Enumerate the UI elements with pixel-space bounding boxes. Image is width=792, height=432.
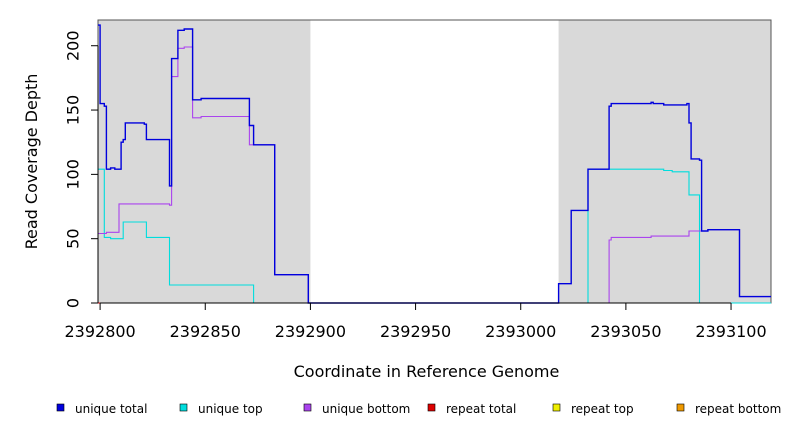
legend-swatch	[676, 403, 685, 412]
x-tick-label: 2393050	[590, 322, 661, 341]
legend-label: unique total	[75, 402, 147, 416]
legend-item-repeat-bottom: repeat bottom	[676, 402, 781, 416]
legend-item-unique-total: unique total	[56, 402, 147, 416]
x-tick-label: 2392800	[64, 322, 135, 341]
y-tick-label: 100	[64, 159, 83, 190]
legend-item-repeat-top: repeat top	[552, 402, 634, 416]
legend-label: unique top	[198, 402, 263, 416]
legend-swatch	[179, 403, 188, 412]
legend: unique total unique top unique bottom repea…	[56, 402, 781, 416]
legend-swatch	[552, 403, 561, 412]
legend-swatch	[303, 403, 312, 412]
x-ticks: 2392800 2392850 2392900 2392950 2393000 23930…	[64, 303, 767, 341]
x-tick-label: 2393100	[695, 322, 766, 341]
shaded-region-2	[558, 20, 771, 303]
y-ticks: 0 50 100 150 200	[64, 30, 98, 308]
x-tick-label: 2393000	[485, 322, 556, 341]
legend-label: repeat top	[571, 402, 634, 416]
series-unique-bottom	[98, 46, 771, 304]
legend-label: repeat bottom	[695, 402, 781, 416]
legend-item-repeat-total: repeat total	[427, 402, 516, 416]
legend-swatch	[427, 403, 436, 412]
y-tick-label: 200	[64, 30, 83, 61]
x-tick-label: 2392950	[380, 322, 451, 341]
x-tick-label: 2392900	[275, 322, 346, 341]
shaded-region-1	[98, 20, 311, 303]
y-tick-label: 150	[64, 95, 83, 126]
legend-item-unique-bottom: unique bottom	[303, 402, 410, 416]
legend-swatch	[56, 403, 65, 412]
x-tick-label: 2392850	[170, 322, 241, 341]
legend-item-unique-top: unique top	[179, 402, 263, 416]
y-axis-title: Read Coverage Depth	[22, 74, 41, 250]
legend-label: unique bottom	[322, 402, 410, 416]
shaded-regions	[98, 20, 771, 303]
series-unique-total	[98, 24, 771, 304]
legend-label: repeat total	[446, 402, 516, 416]
y-tick-label: 50	[64, 229, 83, 249]
y-tick-label: 0	[64, 298, 83, 308]
x-axis-title: Coordinate in Reference Genome	[294, 362, 560, 381]
